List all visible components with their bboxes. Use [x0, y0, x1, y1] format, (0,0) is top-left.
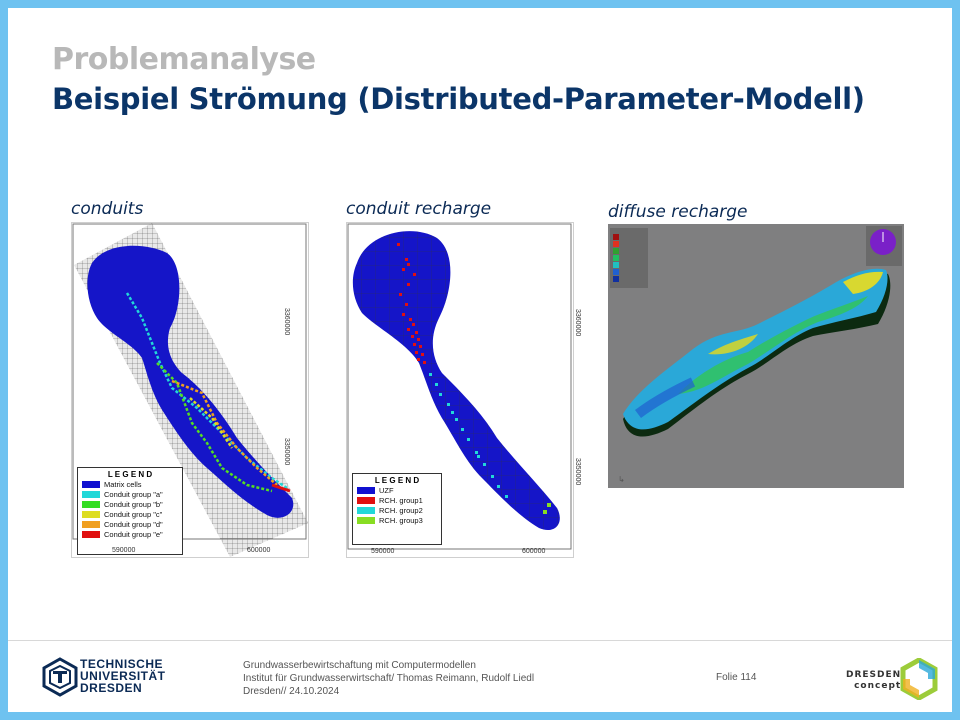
- legend-title: L E G E N D: [107, 470, 153, 479]
- legend-label: Conduit group "a": [104, 490, 163, 499]
- legend-label: Conduit group "b": [104, 500, 163, 509]
- footer-info: Grundwasserbewirtschaftung mit Computerm…: [243, 659, 534, 698]
- legend-swatch: [357, 507, 375, 514]
- legend-swatch: [82, 521, 100, 528]
- legend-label: RCH. group2: [379, 506, 423, 515]
- legend-swatch: [82, 511, 100, 518]
- slide-title: Beispiel Strömung (Distributed-Parameter…: [52, 82, 865, 116]
- legend-item: RCH. group1: [357, 496, 441, 505]
- legend-item: UZF: [357, 486, 441, 495]
- legend-swatch: [82, 501, 100, 508]
- legend-item: Conduit group "d": [82, 520, 182, 529]
- conduits-map: L E G E N D Matrix cells Conduit group "a…: [71, 222, 309, 558]
- dresden-concept-wordmark: DRESDEN concept: [846, 670, 901, 692]
- footer-course: Grundwasserbewirtschaftung mit Computerm…: [243, 660, 476, 671]
- x-tick: 590000: [371, 548, 395, 555]
- tud-line2: UNIVERSITÄT: [80, 669, 166, 683]
- tu-dresden-logo: [42, 657, 78, 697]
- legend-label: Conduit group "e": [104, 530, 163, 539]
- y-tick: 3360000: [574, 309, 581, 337]
- caption-conduits: conduits: [71, 199, 144, 219]
- footer-institute: Institut für Grundwasserwirtschaft/ Thom…: [243, 673, 535, 684]
- diffuse-recharge-image: ↳: [608, 224, 904, 488]
- conduit-recharge-legend: L E G E N D UZF RCH. group1 RCH. group2 RCH…: [352, 473, 442, 545]
- x-tick: 590000: [112, 547, 136, 554]
- legend-label: UZF: [379, 486, 394, 495]
- dc-line2: concept: [854, 681, 902, 691]
- y-tick: 3350000: [283, 438, 290, 466]
- legend-item: Conduit group "e": [82, 530, 182, 539]
- legend-item: Conduit group "a": [82, 490, 182, 499]
- color-scale: [610, 228, 648, 288]
- legend-item: RCH. group2: [357, 506, 441, 515]
- conduit-recharge-map: L E G E N D UZF RCH. group1 RCH. group2 RCH…: [346, 222, 581, 558]
- legend-swatch: [82, 481, 100, 488]
- legend-label: Conduit group "d": [104, 520, 163, 529]
- footer-divider: [8, 640, 952, 641]
- conduits-legend: L E G E N D Matrix cells Conduit group "a…: [77, 467, 183, 555]
- tud-line3: DRESDEN: [80, 681, 143, 695]
- x-tick: 600000: [522, 548, 546, 555]
- legend-swatch: [82, 531, 100, 538]
- legend-label: RCH. group3: [379, 516, 423, 525]
- footer-date: Dresden// 24.10.2024: [243, 686, 340, 697]
- legend-label: RCH. group1: [379, 496, 423, 505]
- diffuse-recharge-render: ↳: [608, 224, 904, 488]
- pre-title: Problemanalyse: [52, 42, 316, 77]
- dc-line1: DRESDEN: [846, 670, 902, 680]
- tu-dresden-wordmark: TECHNISCHE UNIVERSITÄT DRESDEN: [80, 658, 166, 694]
- caption-diffuse-recharge: diffuse recharge: [608, 202, 748, 222]
- legend-item: Matrix cells: [82, 480, 182, 489]
- legend-label: Conduit group "c": [104, 510, 163, 519]
- legend-swatch: [357, 487, 375, 494]
- svg-text:↳: ↳: [618, 475, 625, 484]
- y-tick: 3360000: [283, 308, 290, 336]
- legend-swatch: [82, 491, 100, 498]
- legend-title: L E G E N D: [374, 476, 420, 485]
- legend-swatch: [357, 517, 375, 524]
- dresden-concept-logo: [900, 658, 938, 700]
- legend-swatch: [357, 497, 375, 504]
- x-tick: 600000: [247, 547, 271, 554]
- slide-number: Folie 114: [716, 672, 757, 683]
- legend-item: Conduit group "c": [82, 510, 182, 519]
- tud-line1: TECHNISCHE: [80, 657, 164, 671]
- y-tick: 3350000: [574, 458, 581, 486]
- legend-label: Matrix cells: [104, 480, 142, 489]
- legend-item: Conduit group "b": [82, 500, 182, 509]
- caption-conduit-recharge: conduit recharge: [346, 199, 492, 219]
- legend-item: RCH. group3: [357, 516, 441, 525]
